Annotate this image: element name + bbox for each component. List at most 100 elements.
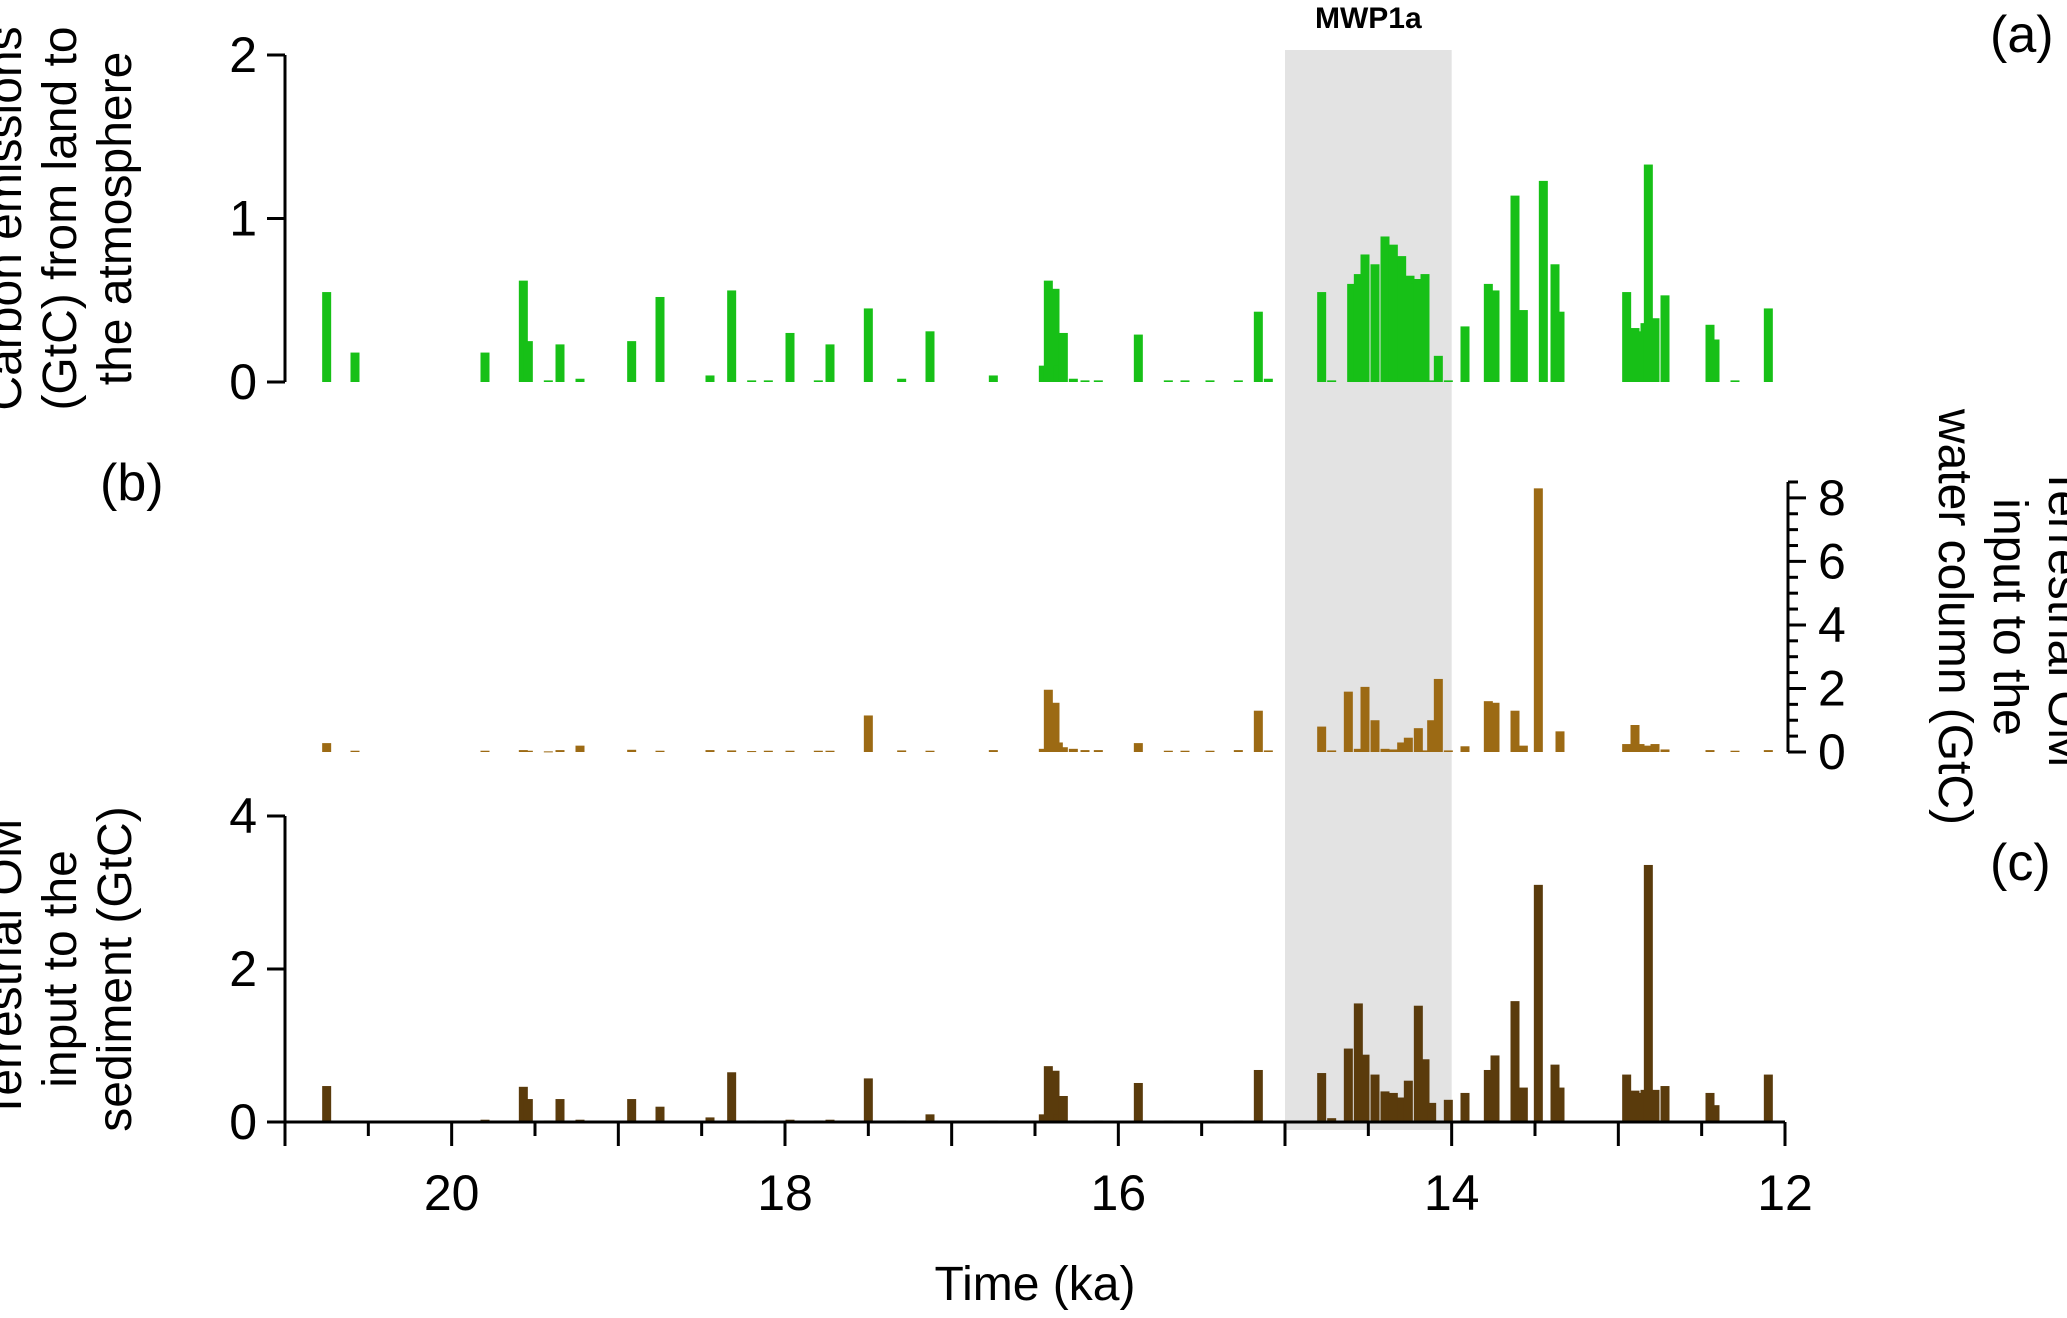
- bar-c-54: [1510, 1001, 1520, 1122]
- bar-b-44: [1397, 742, 1407, 752]
- bar-a-28: [1093, 380, 1103, 382]
- bar-c-60: [1630, 1090, 1640, 1122]
- bar-b-39: [1353, 748, 1363, 752]
- y-tick-label-a-2: 2: [229, 27, 257, 83]
- bar-c-51: [1460, 1092, 1470, 1122]
- bar-a-50: [1433, 355, 1443, 382]
- bar-c-59: [1622, 1074, 1632, 1122]
- bar-c-22: [1043, 1066, 1053, 1122]
- bar-b-7: [575, 745, 585, 752]
- bar-a-26: [1068, 378, 1078, 382]
- y-tick-label-a-0: 0: [229, 354, 257, 410]
- bar-a-1: [350, 352, 360, 382]
- bar-a-69: [1730, 380, 1740, 382]
- bar-b-49: [1433, 678, 1443, 752]
- bar-a-27: [1080, 380, 1090, 382]
- bar-c-10: [705, 1117, 715, 1122]
- bar-b-2: [480, 750, 490, 752]
- bar-c-40: [1360, 1054, 1370, 1122]
- bar-c-48: [1427, 1102, 1437, 1122]
- bar-a-59: [1555, 311, 1565, 382]
- bar-a-65: [1650, 318, 1660, 382]
- y-axis-title-a: Carbon emissions(GtC) from land tothe at…: [0, 26, 142, 410]
- y-axis-title-c: Terrestrial OMinput to thesediment (GtC): [0, 806, 142, 1131]
- bar-a-64: [1643, 164, 1653, 382]
- mwp1a-band: [1285, 50, 1452, 1130]
- bar-b-54: [1510, 710, 1520, 752]
- x-tick-label-1: 18: [757, 1165, 813, 1221]
- bar-b-30: [1163, 750, 1173, 752]
- bar-a-19: [925, 331, 935, 382]
- bar-b-58: [1622, 744, 1632, 752]
- bar-b-41: [1370, 720, 1380, 752]
- bar-b-17: [863, 715, 873, 752]
- bar-a-52: [1460, 326, 1470, 382]
- bar-a-15: [813, 380, 823, 382]
- time-x-axis: 20 18 16 14 12 Time (ka): [283, 1120, 1813, 1311]
- bar-c-44: [1397, 1097, 1407, 1122]
- bar-a-2: [480, 352, 490, 382]
- y-tick-label-b-1: 2: [1818, 660, 1846, 716]
- bar-a-23: [1050, 288, 1060, 382]
- bar-c-6: [555, 1099, 565, 1122]
- bar-a-57: [1538, 180, 1548, 382]
- y-axis-title-line-a-2: the atmosphere: [89, 52, 142, 386]
- bar-c-56: [1533, 884, 1543, 1122]
- bar-c-4: [523, 1099, 533, 1122]
- bar-b-63: [1660, 749, 1670, 752]
- bar-b-27: [1080, 750, 1090, 752]
- bar-b-52: [1483, 701, 1493, 752]
- bar-c-45: [1403, 1080, 1413, 1122]
- bar-a-56: [1518, 310, 1528, 382]
- bar-b-13: [763, 750, 773, 752]
- bar-b-15: [813, 750, 823, 752]
- mwp1a-band-label: MWP1a: [1315, 2, 1422, 35]
- bar-b-45: [1403, 737, 1413, 752]
- y-axis-title-line-b-1: input to the: [1983, 498, 2036, 736]
- bar-c-58: [1555, 1087, 1565, 1122]
- bar-a-41: [1370, 264, 1380, 382]
- bar-a-62: [1635, 331, 1645, 382]
- bar-a-35: [1263, 378, 1273, 382]
- bar-a-25: [1058, 332, 1068, 382]
- y-axis-title-line-b-0: Terrestrial OM: [2038, 466, 2067, 767]
- bar-a-33: [1233, 380, 1243, 382]
- bar-b-14: [785, 750, 795, 752]
- bar-b-5: [543, 751, 553, 753]
- y-tick-label-c-2: 4: [229, 788, 257, 844]
- bar-a-0: [322, 292, 332, 382]
- bar-b-23: [1050, 702, 1060, 752]
- bar-b-26: [1068, 748, 1078, 752]
- bar-a-47: [1413, 278, 1423, 382]
- bar-a-55: [1510, 195, 1520, 382]
- bar-b-21: [1038, 748, 1048, 752]
- x-tick-label-0: 20: [424, 1165, 480, 1221]
- bar-c-39: [1353, 1003, 1363, 1122]
- bar-a-18: [897, 378, 907, 382]
- bar-a-68: [1710, 339, 1720, 382]
- y-axis-title-line-a-0: Carbon emissions: [0, 26, 32, 410]
- x-tick-label-2: 16: [1091, 1165, 1147, 1221]
- bar-a-48: [1420, 274, 1430, 382]
- bar-b-61: [1643, 745, 1653, 752]
- bar-c-52: [1483, 1069, 1493, 1122]
- bar-c-34: [1253, 1069, 1263, 1122]
- bar-b-35: [1263, 750, 1273, 752]
- bar-a-8: [627, 341, 637, 382]
- bar-b-18: [897, 750, 907, 752]
- bar-c-63: [1643, 864, 1653, 1122]
- x-tick-label-3: 14: [1424, 1165, 1480, 1221]
- bar-b-22: [1043, 689, 1053, 752]
- bar-b-33: [1233, 750, 1243, 752]
- bar-b-9: [655, 750, 665, 752]
- bar-b-65: [1730, 750, 1740, 752]
- bar-a-37: [1327, 380, 1337, 382]
- bar-a-9: [655, 296, 665, 382]
- bar-a-38: [1347, 283, 1357, 382]
- bar-a-29: [1133, 334, 1143, 382]
- bar-c-66: [1705, 1092, 1715, 1122]
- bar-a-14: [785, 332, 795, 382]
- bar-b-4: [523, 750, 533, 752]
- bar-a-13: [763, 380, 773, 382]
